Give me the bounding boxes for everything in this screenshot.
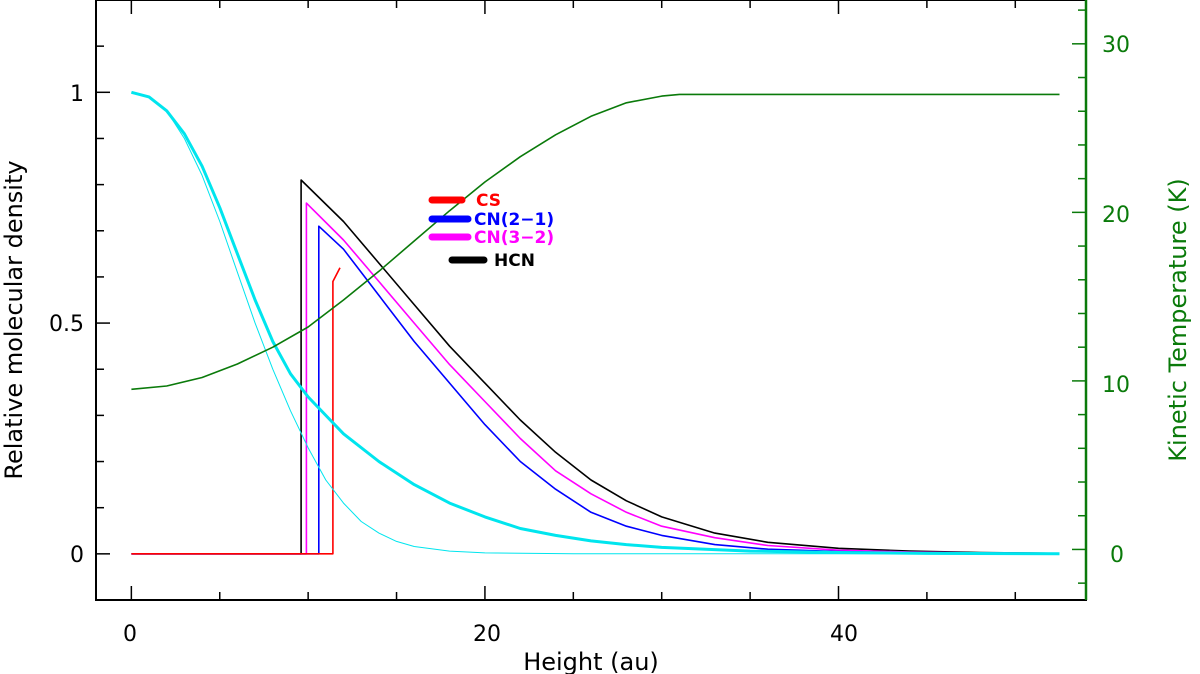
- x-axis-ticks: [130, 0, 1017, 600]
- y-axis-ticks: [96, 0, 110, 601]
- plot-frame: [95, 0, 1087, 601]
- x-axis-title: Height (au): [523, 648, 659, 674]
- x-tick-label: 0: [123, 622, 137, 647]
- y2-tick-label: 0: [1110, 543, 1124, 568]
- series-line-6: [131, 93, 1060, 391]
- legend-label-hcn: HCN: [494, 251, 535, 271]
- legend-label-cs: CS: [476, 191, 501, 211]
- y-tick-label: 0: [70, 543, 84, 568]
- y-tick-label: 1: [70, 82, 84, 107]
- y-axis-title: Relative molecular density: [0, 160, 28, 479]
- series-line-5: [131, 91, 1060, 555]
- legend-label-cn21: CN(2−1): [474, 210, 554, 230]
- y2-axis-ticks: [1072, 9, 1086, 584]
- series-line-3: [131, 267, 341, 555]
- plot-lines: [131, 90, 1060, 556]
- y2-axis-title: Kinetic Temperature (K): [1164, 178, 1192, 461]
- x-tick-label: 20: [473, 622, 501, 647]
- y2-tick-label: 10: [1102, 373, 1130, 398]
- series-line-4: [131, 90, 1060, 556]
- x-tick-label: 40: [830, 622, 858, 647]
- series-line-2: [131, 225, 1060, 555]
- y2-tick-label: 20: [1102, 203, 1130, 228]
- legend-label-cn32: CN(3−2): [474, 228, 554, 248]
- legend: CS CN(2−1) CN(3−2) HCN: [428, 191, 554, 271]
- series-line-0: [131, 179, 1060, 555]
- y-tick-label: 0.5: [49, 312, 84, 337]
- y2-tick-label: 30: [1102, 33, 1130, 58]
- series-line-1: [131, 202, 1060, 555]
